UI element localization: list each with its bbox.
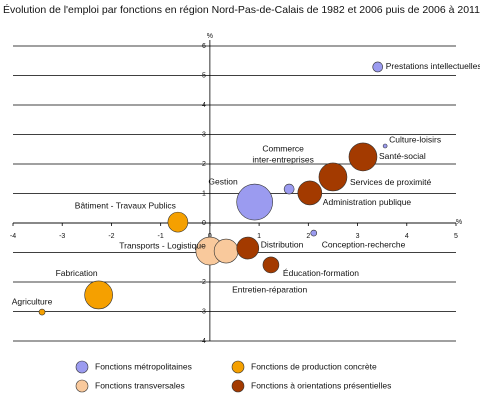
point-label: Prestations intellectuelles [386, 61, 480, 71]
bubble [310, 229, 318, 237]
point-label: Entretien-réparation [232, 284, 307, 294]
point-label: Fabrication [56, 268, 98, 278]
x-tick-label: 5 [454, 233, 458, 240]
point-label: Culture-loisirs [389, 134, 441, 144]
bubble [297, 180, 323, 206]
point-label: Distribution [261, 239, 304, 249]
x-tick-label: 2 [306, 233, 310, 240]
bubble [318, 162, 348, 192]
bubble [372, 61, 384, 73]
y-tick-label: 4 [202, 102, 206, 109]
legend-marker [75, 360, 89, 374]
bubble [167, 211, 189, 233]
bubble [236, 236, 260, 260]
point-label: Conception-recherche [322, 239, 406, 249]
point-label: Agriculture [12, 296, 53, 306]
point-label: Transports - Logistique [119, 240, 206, 250]
bubble [236, 183, 273, 221]
point-label: Commerce [262, 143, 304, 153]
bubble [283, 183, 295, 195]
x-axis-label: % [456, 219, 462, 226]
x-tick-label: -2 [108, 233, 114, 240]
legend-marker [231, 379, 245, 393]
point-label: Administration publique [323, 197, 412, 207]
point-label: Bâtiment - Travaux Publics [75, 200, 176, 210]
y-tick-label: -4 [200, 338, 206, 345]
legend-marker [75, 379, 89, 393]
chart-title: Évolution de l'emploi par fonctions en r… [3, 3, 480, 16]
legend-label: Fonctions à orientations présentielles [251, 380, 391, 390]
x-tick-label: 1 [257, 233, 261, 240]
y-tick-label: 3 [202, 131, 206, 138]
y-tick-label: -3 [200, 308, 206, 315]
bubble [38, 308, 46, 316]
bubble [84, 280, 113, 310]
bubble [213, 238, 239, 264]
x-tick-label: -1 [158, 233, 164, 240]
y-tick-label: 6 [202, 43, 206, 50]
x-tick-label: 3 [356, 233, 360, 240]
point-label: Santé-social [379, 151, 426, 161]
y-tick-label: 2 [202, 161, 206, 168]
bubble [348, 142, 378, 172]
legend-marker [231, 360, 245, 374]
x-tick-label: -3 [59, 233, 65, 240]
x-tick-label: 0 [208, 233, 212, 240]
point-label: inter-entreprises [252, 154, 313, 164]
y-tick-label: -2 [200, 279, 206, 286]
point-label: Éducation-formation [283, 268, 359, 278]
point-label: Services de proximité [350, 177, 432, 187]
legend-label: Fonctions de production concrète [251, 361, 377, 371]
y-tick-label: 1 [202, 190, 206, 197]
y-axis-label: % [207, 33, 213, 40]
legend-label: Fonctions métropolitaines [95, 361, 192, 371]
x-tick-label: 4 [405, 233, 409, 240]
legend-label: Fonctions transversales [95, 380, 185, 390]
point-label: Gestion [208, 176, 238, 186]
bubble [382, 143, 388, 149]
bubble [262, 256, 280, 274]
y-tick-label: 5 [202, 72, 206, 79]
x-tick-label: -4 [10, 233, 16, 240]
